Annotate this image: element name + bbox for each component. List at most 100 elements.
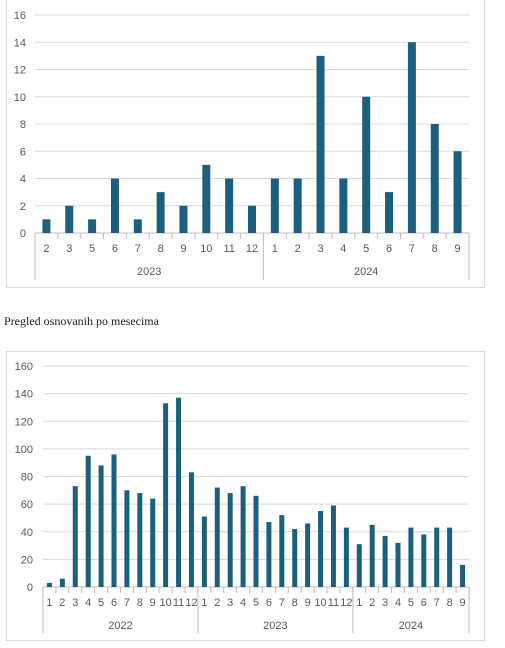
bar xyxy=(248,205,256,233)
bar xyxy=(330,505,336,587)
bar xyxy=(46,582,52,587)
x-tick-label: 5 xyxy=(363,243,369,255)
bar xyxy=(460,564,466,587)
bar xyxy=(59,578,65,587)
y-tick-label: 2 xyxy=(20,201,26,213)
bar xyxy=(316,55,325,233)
bar xyxy=(227,493,233,587)
bar xyxy=(385,192,394,233)
x-tick-label: 4 xyxy=(240,597,246,609)
x-tick-label: 12 xyxy=(246,243,258,255)
bar xyxy=(279,515,285,587)
y-tick-label: 6 xyxy=(20,146,26,158)
bar xyxy=(339,178,348,233)
x-tick-label: 6 xyxy=(112,243,118,255)
x-tick-label: 8 xyxy=(432,243,438,255)
x-tick-label: 2 xyxy=(295,243,301,255)
bar xyxy=(407,42,416,233)
x-tick-label: 3 xyxy=(227,597,233,609)
chart-2: 0 20 40 60 80 100 120 140 160 1 2 3 4 5 6 7 8 9 10 11 12 1 2 3 4… xyxy=(6,351,485,641)
x-tick-label: 12 xyxy=(185,597,197,609)
bar xyxy=(137,493,143,587)
x-tick-label: 9 xyxy=(180,243,186,255)
bar xyxy=(214,487,220,587)
x-tick-label: 7 xyxy=(409,243,415,255)
y-tick-label: 20 xyxy=(21,554,33,566)
x-tick-label: 10 xyxy=(160,597,172,609)
x-tick-label: 6 xyxy=(421,597,427,609)
x-tick-label: 2 xyxy=(369,597,375,609)
x-tick-label: 8 xyxy=(292,597,298,609)
bar xyxy=(421,534,427,587)
x-tick-label: 7 xyxy=(124,597,130,609)
x-tick-label: 3 xyxy=(382,597,388,609)
y-tick-label: 14 xyxy=(14,37,26,49)
bar xyxy=(179,205,188,233)
bar xyxy=(356,544,362,587)
x-tick-label: 8 xyxy=(137,597,143,609)
x-tick-label: 2 xyxy=(59,597,65,609)
x-tick-label: 6 xyxy=(386,243,392,255)
x-tick-label: 11 xyxy=(328,597,339,609)
bar xyxy=(240,486,246,587)
bar xyxy=(293,178,302,233)
bar xyxy=(362,96,371,233)
y-tick-label: 40 xyxy=(21,527,33,539)
x-tick-label: 11 xyxy=(223,243,234,255)
y-tick-label: 80 xyxy=(21,472,33,484)
x-tick-label: 1 xyxy=(46,597,52,609)
bar xyxy=(133,219,142,233)
bar xyxy=(88,219,97,233)
x-tick-label: 9 xyxy=(150,597,156,609)
x-tick-label: 9 xyxy=(305,597,311,609)
group-label: 2023 xyxy=(137,266,161,278)
group-label: 2024 xyxy=(354,266,378,278)
bar xyxy=(447,527,453,587)
group-label: 2024 xyxy=(399,620,423,632)
y-tick-label: 0 xyxy=(20,228,26,240)
bar xyxy=(453,151,462,233)
bar xyxy=(150,498,156,587)
y-tick-label: 4 xyxy=(20,174,26,186)
x-tick-label: 7 xyxy=(135,243,141,255)
y-tick-label: 16 xyxy=(14,10,26,22)
x-tick-label: 2 xyxy=(43,243,49,255)
y-tick-label: 120 xyxy=(15,416,33,428)
y-tick-label: 0 xyxy=(27,582,33,594)
y-tick-label: 160 xyxy=(15,361,33,373)
bar xyxy=(408,527,414,587)
bar xyxy=(382,535,388,587)
bar xyxy=(253,495,259,587)
y-tick-label: 8 xyxy=(20,119,26,131)
x-tick-label: 5 xyxy=(89,243,95,255)
y-tick-label: 140 xyxy=(15,389,33,401)
bar xyxy=(111,454,117,587)
x-tick-label: 11 xyxy=(173,597,184,609)
x-tick-label: 1 xyxy=(356,597,362,609)
x-tick-label: 2 xyxy=(214,597,220,609)
bar xyxy=(72,486,78,587)
bar xyxy=(318,511,324,587)
chart-caption: Pregled osnovanih po mesecima xyxy=(4,314,159,328)
x-tick-label: 12 xyxy=(340,597,352,609)
x-tick-label: 5 xyxy=(98,597,104,609)
y-tick-label: 12 xyxy=(14,65,26,77)
bar xyxy=(110,178,119,233)
bar xyxy=(270,178,279,233)
bar xyxy=(188,472,194,587)
x-tick-label: 9 xyxy=(459,597,465,609)
bar xyxy=(201,516,207,587)
x-tick-label: 4 xyxy=(340,243,346,255)
x-tick-label: 5 xyxy=(408,597,414,609)
x-tick-label: 1 xyxy=(272,243,278,255)
x-tick-label: 1 xyxy=(201,597,207,609)
bar xyxy=(202,164,211,233)
group-label: 2022 xyxy=(108,620,132,632)
x-tick-label: 8 xyxy=(158,243,164,255)
x-tick-label: 6 xyxy=(111,597,117,609)
x-tick-label: 7 xyxy=(434,597,440,609)
bar xyxy=(305,523,311,587)
bar xyxy=(395,542,401,587)
